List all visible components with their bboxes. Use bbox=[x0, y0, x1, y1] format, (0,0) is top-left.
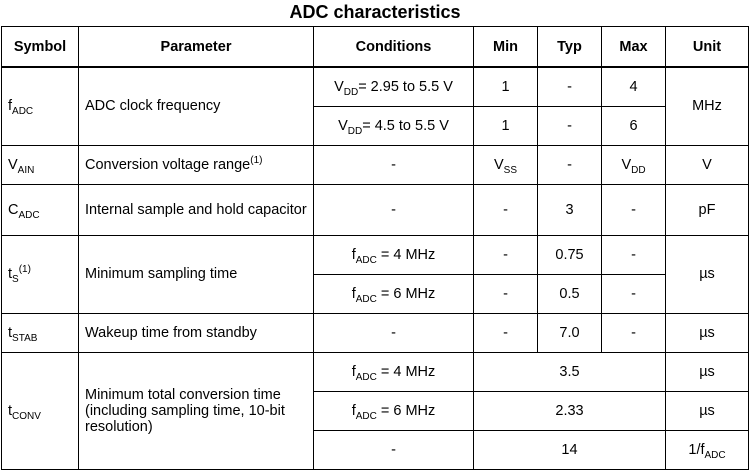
min-cell: - bbox=[473, 273, 538, 314]
unit-cell: pF bbox=[665, 183, 749, 236]
table-row: tS(1) Minimum sampling time fADC = 4 MHz… bbox=[1, 234, 749, 314]
typ-cell: - bbox=[537, 66, 602, 107]
typ-cell: 0.75 bbox=[537, 234, 602, 275]
table-title: ADC characteristics bbox=[289, 2, 461, 22]
header-min: Min bbox=[473, 26, 538, 68]
header-parameter: Parameter bbox=[78, 26, 314, 68]
symbol-cell: tSTAB bbox=[1, 312, 79, 353]
value-cell: 14 bbox=[473, 429, 666, 470]
max-cell: - bbox=[601, 312, 666, 353]
unit-cell: µs bbox=[665, 390, 749, 431]
typ-cell: 3 bbox=[537, 183, 602, 236]
table-row: VDD= 4.5 to 5.5 V 1 - 6 bbox=[2, 105, 749, 146]
max-cell: 4 bbox=[601, 66, 666, 107]
header-symbol: Symbol bbox=[1, 26, 79, 68]
max-cell: - bbox=[601, 234, 666, 275]
parameter-cell: Wakeup time from standby bbox=[78, 312, 314, 353]
table-row: tSTAB Wakeup time from standby - - 7.0 -… bbox=[1, 312, 749, 353]
conditions-cell: fADC = 6 MHz bbox=[313, 390, 474, 431]
header-unit: Unit bbox=[665, 26, 749, 68]
unit-cell: MHz bbox=[665, 66, 749, 146]
conditions-cell: - bbox=[313, 429, 474, 470]
max-cell: - bbox=[601, 183, 666, 236]
conditions-cell: VDD= 2.95 to 5.5 V bbox=[313, 66, 474, 107]
table-row: CADC Internal sample and hold capacitor … bbox=[1, 183, 749, 236]
unit-cell: V bbox=[665, 144, 749, 185]
conditions-cell: VDD= 4.5 to 5.5 V bbox=[313, 105, 474, 146]
typ-cell: - bbox=[537, 105, 602, 146]
symbol-cell: CADC bbox=[1, 183, 79, 236]
max-cell: - bbox=[601, 273, 666, 314]
conditions-cell: - bbox=[313, 312, 474, 353]
conditions-cell: - bbox=[313, 183, 474, 236]
conditions-cell: fADC = 4 MHz bbox=[313, 234, 474, 275]
symbol-cell: VAIN bbox=[1, 144, 79, 185]
conditions-cell: fADC = 4 MHz bbox=[313, 351, 474, 392]
parameter-cell: Internal sample and hold capacitor bbox=[78, 183, 314, 236]
table-row: fADC ADC clock frequency VDD= 2.95 to 5.… bbox=[1, 66, 749, 146]
min-cell: - bbox=[473, 234, 538, 275]
typ-cell: 7.0 bbox=[537, 312, 602, 353]
max-cell: VDD bbox=[601, 144, 666, 185]
typ-cell: 0.5 bbox=[537, 273, 602, 314]
parameter-cell: ADC clock frequency bbox=[78, 66, 314, 146]
symbol-cell: tCONV bbox=[1, 351, 79, 470]
symbol-cell: fADC bbox=[1, 66, 79, 146]
value-cell: 3.5 bbox=[473, 351, 666, 392]
value-cell: 2.33 bbox=[473, 390, 666, 431]
header-max: Max bbox=[601, 26, 666, 68]
header-conditions: Conditions bbox=[313, 26, 474, 68]
symbol-cell: tS(1) bbox=[1, 234, 79, 314]
min-cell: - bbox=[473, 183, 538, 236]
max-cell: 6 bbox=[601, 105, 666, 146]
min-cell: 1 bbox=[473, 105, 538, 146]
header-typ: Typ bbox=[537, 26, 602, 68]
min-cell: 1 bbox=[473, 66, 538, 107]
conditions-cell: - bbox=[313, 144, 474, 185]
unit-cell: µs bbox=[665, 312, 749, 353]
parameter-cell: Conversion voltage range(1) bbox=[78, 144, 314, 185]
conditions-cell: fADC = 6 MHz bbox=[313, 273, 474, 314]
parameter-cell: Minimum sampling time bbox=[78, 234, 314, 314]
table-row: VAIN Conversion voltage range(1) - VSS -… bbox=[1, 144, 749, 185]
min-cell: - bbox=[473, 312, 538, 353]
unit-cell: µs bbox=[665, 234, 749, 314]
parameter-cell: Minimum total conversion time (including… bbox=[78, 351, 314, 470]
unit-cell: µs bbox=[665, 351, 749, 392]
adc-characteristics-table: Symbol Parameter Conditions Min Typ Max … bbox=[1, 26, 749, 470]
header-row: Symbol Parameter Conditions Min Typ Max … bbox=[1, 26, 749, 68]
table-row: tCONV Minimum total conversion time (inc… bbox=[1, 351, 749, 470]
unit-cell: 1/fADC bbox=[665, 429, 749, 470]
typ-cell: - bbox=[537, 144, 602, 185]
min-cell: VSS bbox=[473, 144, 538, 185]
